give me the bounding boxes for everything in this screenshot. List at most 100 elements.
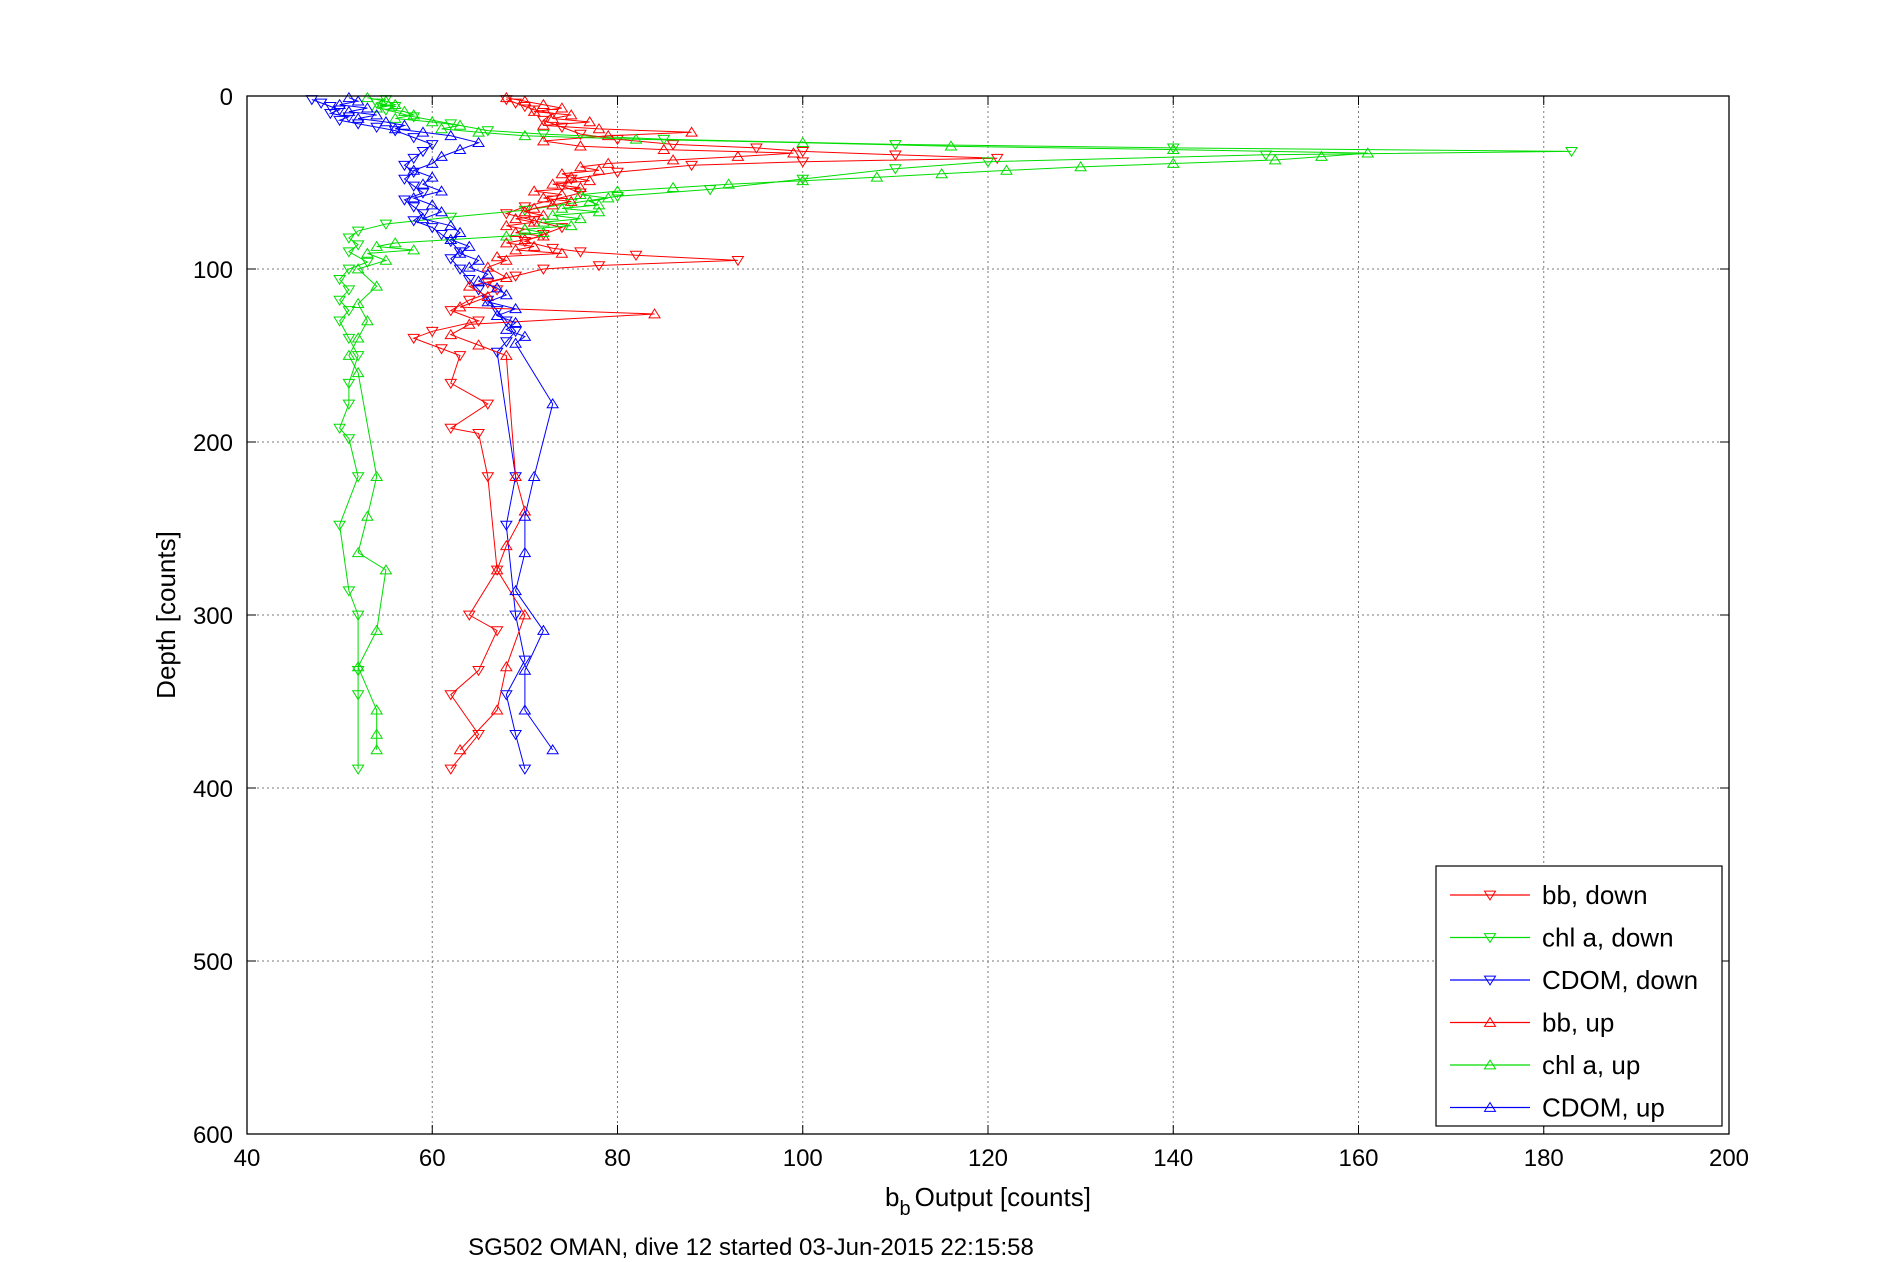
data-point	[342, 264, 356, 275]
x-tick-label: 40	[234, 1145, 261, 1172]
data-point	[323, 102, 337, 113]
data-point	[499, 289, 513, 300]
data-point	[546, 199, 560, 210]
data-point	[333, 275, 347, 286]
data-point	[527, 185, 541, 196]
data-point	[370, 109, 384, 120]
data-point	[453, 264, 467, 275]
legend: bb, down chl a, down CDOM, down bb, up chl a…	[1435, 865, 1723, 1127]
data-point	[666, 154, 680, 165]
data-point	[629, 133, 643, 144]
data-point	[518, 206, 532, 217]
data-point	[407, 244, 421, 255]
data-point	[388, 98, 402, 109]
data-point	[472, 254, 485, 265]
data-point	[481, 261, 495, 272]
data-point	[564, 219, 578, 231]
data-point	[601, 129, 615, 141]
data-point	[444, 690, 458, 701]
data-point	[333, 115, 347, 127]
data-point	[351, 661, 365, 672]
legend-label: CDOM, down	[1542, 965, 1698, 995]
data-point	[555, 223, 569, 234]
data-point	[351, 112, 365, 123]
data-point	[407, 333, 421, 345]
y-tick-label: 400	[193, 776, 233, 803]
data-point	[435, 122, 448, 134]
data-point	[361, 510, 374, 521]
x-axis-label-prefix: b	[885, 1182, 899, 1212]
data-point	[425, 171, 439, 182]
data-point	[351, 119, 365, 130]
data-point	[564, 174, 578, 185]
data-point	[555, 102, 569, 113]
legend-entry: bb, down	[1450, 880, 1648, 910]
data-point	[351, 546, 365, 558]
data-point	[444, 378, 458, 390]
data-point	[351, 351, 365, 362]
x-tick-label: 160	[1338, 1145, 1378, 1172]
data-point	[592, 122, 606, 134]
data-point	[453, 226, 467, 238]
data-point	[453, 143, 467, 154]
data-point	[1074, 161, 1088, 172]
data-point	[481, 295, 495, 307]
data-point	[536, 129, 550, 140]
data-point	[472, 339, 485, 350]
data-point	[342, 105, 356, 116]
x-tick-label: 80	[604, 1145, 631, 1172]
data-point	[453, 744, 467, 755]
data-point	[379, 254, 393, 265]
data-point	[1166, 157, 1180, 168]
data-point	[499, 209, 513, 220]
data-point	[361, 247, 374, 258]
data-point	[333, 295, 347, 307]
data-point	[490, 564, 504, 575]
data-point	[546, 178, 560, 189]
data-point	[444, 423, 458, 435]
data-point	[499, 91, 513, 103]
data-point	[342, 233, 356, 244]
data-point	[518, 510, 532, 521]
data-point	[388, 237, 402, 248]
data-point	[351, 610, 365, 621]
data-point	[1315, 150, 1328, 161]
data-point	[574, 129, 587, 140]
data-point	[370, 122, 384, 134]
data-point	[342, 306, 356, 317]
data-point	[407, 164, 421, 175]
x-tick-label: 120	[968, 1145, 1008, 1172]
data-point	[601, 157, 615, 168]
data-point	[351, 472, 365, 483]
data-point	[416, 147, 430, 158]
data-point	[323, 108, 337, 120]
data-point	[592, 261, 606, 272]
data-point	[490, 282, 504, 293]
data-point	[481, 268, 495, 279]
data-point	[731, 150, 745, 161]
data-point	[333, 98, 347, 109]
data-point	[416, 126, 430, 137]
data-point	[527, 470, 541, 481]
data-point	[536, 209, 550, 220]
data-point	[351, 240, 365, 251]
data-point	[444, 764, 458, 775]
data-point	[1361, 147, 1375, 158]
data-point	[648, 308, 661, 319]
data-point	[564, 171, 578, 182]
data-point	[490, 565, 504, 576]
data-point	[333, 520, 347, 531]
data-point	[518, 655, 532, 666]
series-4	[342, 91, 1375, 755]
data-point	[472, 666, 485, 677]
data-point	[453, 301, 467, 312]
data-point	[499, 349, 513, 360]
data-point	[388, 102, 402, 113]
legend-marker	[1483, 890, 1497, 901]
data-point	[462, 275, 476, 286]
data-point	[629, 250, 643, 262]
legend-marker	[1483, 1101, 1497, 1112]
data-point	[499, 520, 513, 531]
data-point	[407, 216, 421, 227]
